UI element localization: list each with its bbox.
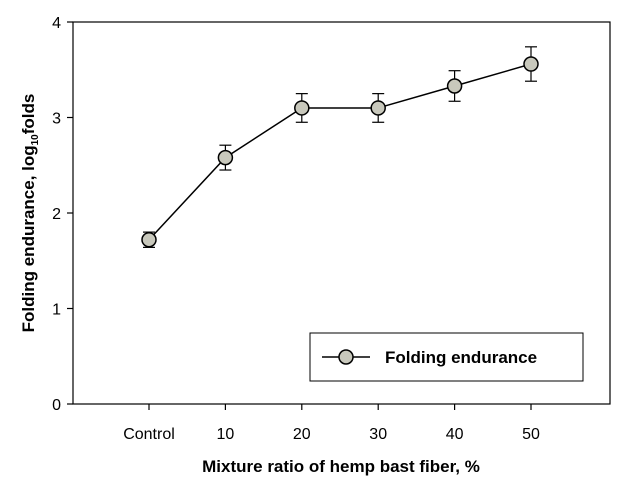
x-axis-title: Mixture ratio of hemp bast fiber, %	[202, 457, 480, 476]
y-tick-label: 4	[52, 15, 61, 32]
x-tick-label: 20	[293, 426, 311, 443]
legend: Folding endurance	[309, 332, 584, 382]
series-layer	[141, 46, 539, 248]
x-tick-label: 40	[446, 426, 464, 443]
y-axis-title-tail: folds	[19, 94, 38, 135]
data-point	[523, 56, 539, 72]
data-point	[217, 149, 234, 166]
y-tick-label: 3	[52, 111, 61, 128]
x-tick-label: Control	[123, 426, 175, 443]
x-tick-label: 30	[369, 426, 387, 443]
data-point	[370, 100, 386, 116]
x-axis: Control 10 20 30 40 50	[123, 404, 540, 443]
y-axis-title-main: Folding endurance, log	[19, 145, 38, 332]
y-axis: 0 1 2 3 4	[52, 15, 73, 414]
x-tick-label: 50	[522, 426, 540, 443]
legend-marker-sample	[338, 349, 354, 365]
series-line	[148, 63, 532, 241]
legend-label: Folding endurance	[385, 348, 537, 367]
y-tick-label: 0	[52, 397, 61, 414]
y-axis-title-subscript: 10	[30, 134, 41, 146]
y-tick-label: 2	[52, 206, 61, 223]
data-point	[141, 231, 157, 248]
data-point	[446, 78, 463, 94]
data-point	[294, 100, 310, 116]
y-tick-label: 1	[52, 302, 61, 319]
x-tick-label: 10	[217, 426, 235, 443]
y-axis-title: Folding endurance, log10folds	[19, 94, 41, 333]
